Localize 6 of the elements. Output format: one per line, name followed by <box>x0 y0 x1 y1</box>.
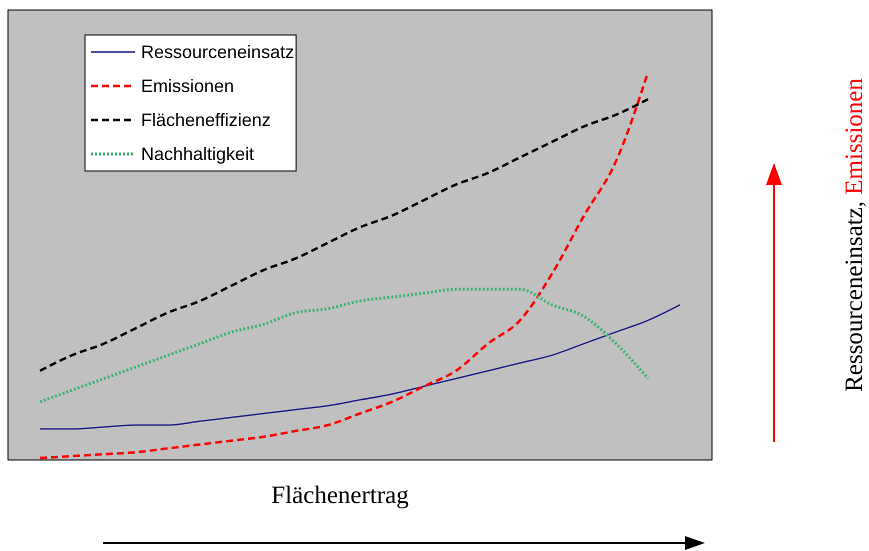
x-axis-title: Flächenertrag <box>271 482 410 509</box>
legend-label: Ressourceneinsatz <box>141 42 294 62</box>
legend-label: Emissionen <box>141 76 234 96</box>
text: Ressourceneinsatz, Emissionen <box>841 78 868 392</box>
legend-label: Nachhaltigkeit <box>141 144 254 164</box>
legend-label: Flächeneffizienz <box>141 110 271 130</box>
